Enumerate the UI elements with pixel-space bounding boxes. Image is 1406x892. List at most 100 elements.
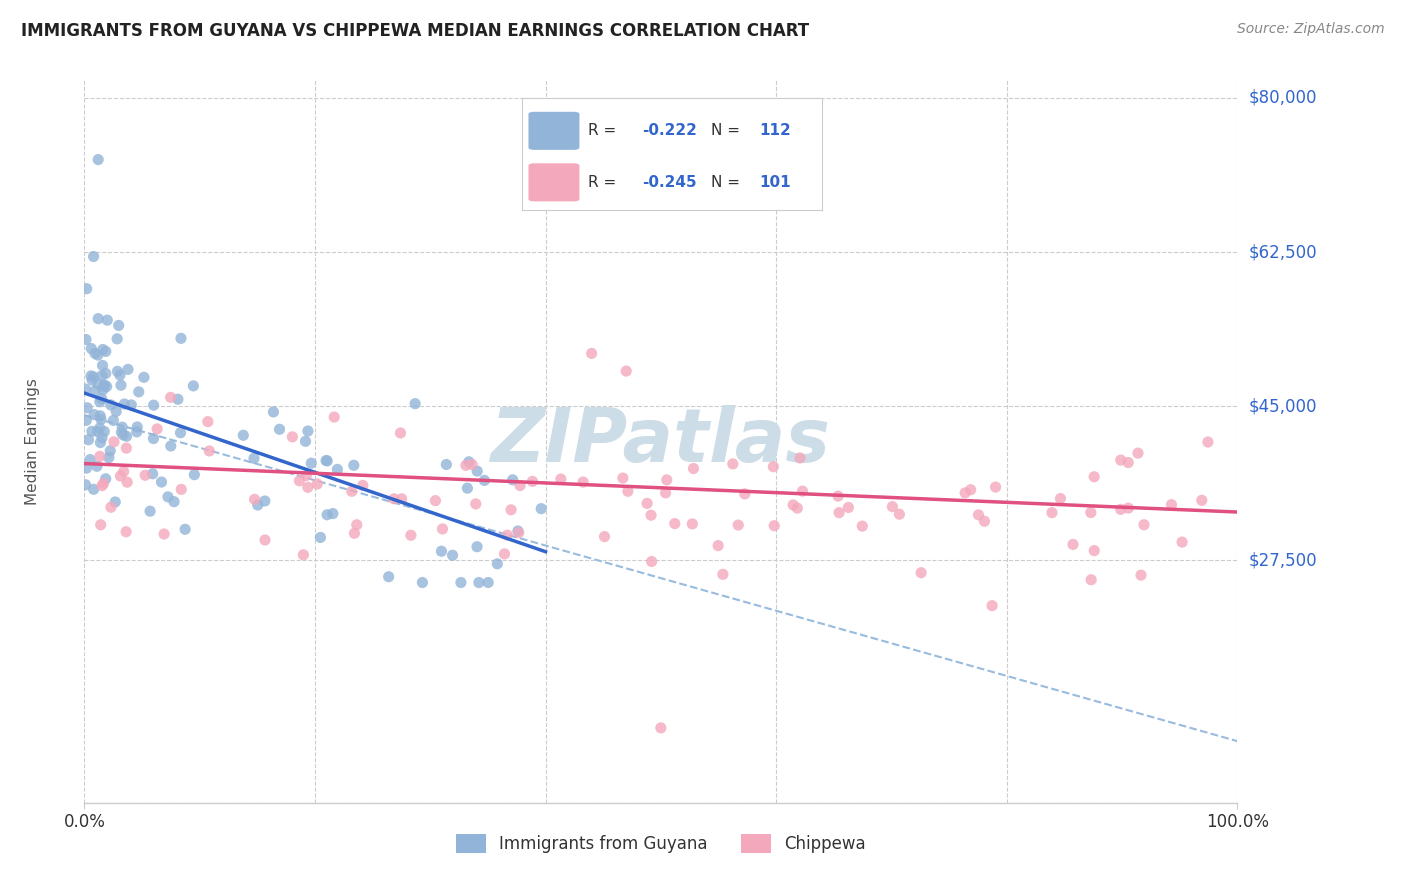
Point <box>315 453 337 467</box>
Point <box>76 461 98 475</box>
Point <box>682 461 704 475</box>
Point <box>159 390 181 404</box>
Point <box>506 524 529 538</box>
Point <box>90 517 112 532</box>
Point <box>91 478 114 492</box>
Point <box>727 518 749 533</box>
Point <box>76 282 98 296</box>
Point <box>262 405 284 419</box>
Point <box>93 378 115 392</box>
Point <box>1126 446 1149 460</box>
Text: $45,000: $45,000 <box>1249 397 1317 416</box>
Point <box>486 557 509 571</box>
Point <box>80 342 103 356</box>
Point <box>170 331 193 345</box>
Point <box>153 527 176 541</box>
Point <box>593 530 616 544</box>
Legend: Immigrants from Guyana, Chippewa: Immigrants from Guyana, Chippewa <box>449 827 873 860</box>
Point <box>77 433 100 447</box>
Point <box>612 471 634 485</box>
Point <box>502 473 524 487</box>
Point <box>792 484 814 499</box>
Point <box>655 473 678 487</box>
Point <box>115 524 138 539</box>
Point <box>352 478 374 492</box>
Point <box>1049 491 1071 506</box>
Point <box>650 721 672 735</box>
Point <box>1160 498 1182 512</box>
Point <box>477 575 499 590</box>
Point <box>782 498 804 512</box>
Point <box>465 540 488 554</box>
Point <box>98 443 121 458</box>
Point <box>1171 535 1194 549</box>
Point <box>654 486 676 500</box>
Point <box>169 425 191 440</box>
Point <box>434 458 457 472</box>
Point <box>115 475 138 490</box>
Point <box>76 401 98 415</box>
Point <box>837 500 859 515</box>
Point <box>292 548 315 562</box>
Point <box>96 313 118 327</box>
Point <box>89 435 111 450</box>
Point <box>112 465 135 479</box>
Point <box>75 333 97 347</box>
Point <box>499 503 522 517</box>
Point <box>984 480 1007 494</box>
Point <box>183 379 205 393</box>
Point <box>125 425 148 439</box>
Point <box>430 544 453 558</box>
Point <box>91 343 114 357</box>
Point <box>83 483 105 497</box>
Point <box>711 567 734 582</box>
Point <box>316 508 339 522</box>
Point <box>89 409 111 423</box>
Point <box>461 458 484 472</box>
Point <box>243 492 266 507</box>
Point <box>465 464 488 478</box>
Point <box>253 533 276 547</box>
Point <box>456 481 478 495</box>
Point <box>86 459 108 474</box>
Text: $62,500: $62,500 <box>1249 244 1317 261</box>
Point <box>80 425 103 439</box>
Point <box>910 566 932 580</box>
Point <box>86 376 108 391</box>
Point <box>959 483 981 497</box>
Point <box>322 507 344 521</box>
Point <box>108 368 131 383</box>
Point <box>94 367 117 381</box>
Point <box>721 457 744 471</box>
Text: Source: ZipAtlas.com: Source: ZipAtlas.com <box>1237 22 1385 37</box>
Point <box>457 455 479 469</box>
Point <box>142 398 165 412</box>
Point <box>156 490 179 504</box>
Point <box>90 392 112 406</box>
Point <box>664 516 686 531</box>
Point <box>87 311 110 326</box>
Point <box>981 599 1004 613</box>
Point <box>614 364 637 378</box>
Point <box>789 450 811 465</box>
Point <box>90 368 112 383</box>
Point <box>889 507 911 521</box>
Point <box>1080 506 1102 520</box>
Point <box>288 474 311 488</box>
Point <box>100 398 122 412</box>
Point <box>107 364 129 378</box>
Point <box>87 348 110 362</box>
Point <box>75 413 97 427</box>
Point <box>84 346 107 360</box>
Point <box>411 575 433 590</box>
Point <box>104 495 127 509</box>
Point <box>91 431 114 445</box>
Point <box>1133 517 1156 532</box>
Point <box>640 554 662 568</box>
Text: $27,500: $27,500 <box>1249 551 1317 569</box>
Point <box>953 486 976 500</box>
Point <box>107 318 129 333</box>
Point <box>617 484 640 499</box>
Point <box>103 413 125 427</box>
Point <box>100 500 122 515</box>
